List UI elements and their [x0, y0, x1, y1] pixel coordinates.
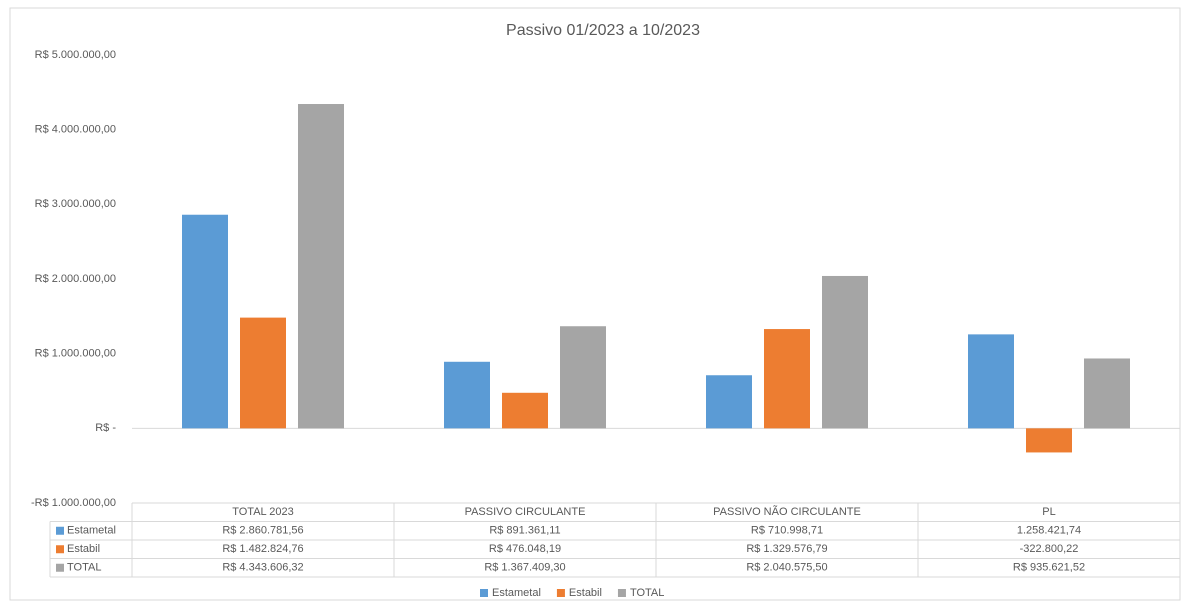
- table-value: R$ 4.343.606,32: [222, 562, 303, 574]
- bar: [502, 392, 548, 429]
- y-tick-label: R$ 1.000.000,00: [35, 348, 116, 360]
- x-tick-label: PASSIVO NÃO CIRCULANTE: [713, 505, 861, 518]
- y-tick-label: R$ -: [95, 422, 116, 434]
- legend-label: Estametal: [492, 587, 541, 599]
- y-tick-label: R$ 4.000.000,00: [35, 124, 116, 136]
- table-legend-key: [56, 563, 64, 572]
- legend-label: Estabil: [569, 587, 602, 599]
- x-tick-label: PASSIVO CIRCULANTE: [465, 506, 586, 518]
- y-tick-label: R$ 5.000.000,00: [35, 49, 116, 61]
- bar: [764, 329, 810, 429]
- table-value: R$ 2.040.575,50: [746, 562, 827, 574]
- table-series-name: TOTAL: [67, 562, 101, 574]
- bar: [182, 214, 228, 429]
- table-value: R$ 935.621,52: [1013, 562, 1085, 574]
- bar: [1026, 428, 1072, 453]
- legend-label: TOTAL: [630, 587, 664, 599]
- x-tick-label: PL: [1042, 506, 1055, 518]
- y-tick-label: R$ 3.000.000,00: [35, 198, 116, 210]
- table-legend-key: [56, 526, 64, 535]
- bar: [240, 317, 286, 429]
- table-value: 1.258.421,74: [1017, 525, 1081, 537]
- legend-key: [556, 589, 565, 597]
- table-value: R$ 476.048,19: [489, 543, 561, 555]
- bar: [968, 334, 1014, 429]
- table-series-name: Estabil: [67, 543, 100, 555]
- table-value: R$ 2.860.781,56: [222, 525, 303, 537]
- table-value: R$ 1.482.824,76: [222, 543, 303, 555]
- chart-title: Passivo 01/2023 a 10/2023: [506, 22, 700, 39]
- bar: [822, 275, 868, 429]
- bar: [560, 326, 606, 429]
- x-tick-label: TOTAL 2023: [232, 506, 294, 518]
- y-tick-label: R$ 2.000.000,00: [35, 273, 116, 285]
- bar: [444, 361, 490, 429]
- table-value: -322.800,22: [1020, 543, 1079, 555]
- table-value: R$ 710.998,71: [751, 525, 823, 537]
- y-tick-label: -R$ 1.000.000,00: [31, 497, 116, 509]
- legend-key: [617, 589, 626, 597]
- legend-key: [480, 589, 488, 597]
- table-value: R$ 891.361,11: [489, 525, 560, 537]
- table-legend-key: [56, 545, 64, 554]
- bar: [706, 375, 752, 429]
- bar: [1084, 358, 1130, 429]
- bar: [298, 104, 344, 429]
- table-value: R$ 1.329.576,79: [746, 543, 827, 555]
- table-value: R$ 1.367.409,30: [484, 562, 565, 574]
- table-series-name: Estametal: [67, 525, 116, 537]
